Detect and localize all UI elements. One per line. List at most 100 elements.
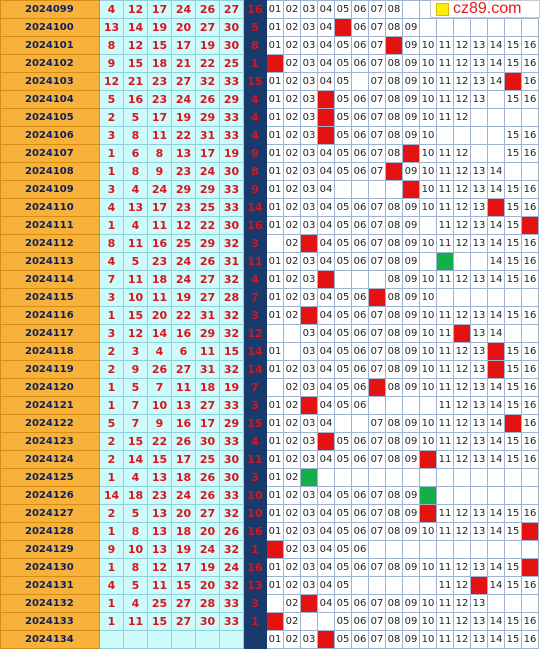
table-row: 2024128 1 8 13 18 20 26 16 01 02 03 04 05 06 07 08 09 10 1… — [0, 522, 539, 541]
empty-cell — [487, 90, 505, 109]
hit-cell — [317, 630, 335, 649]
red-ball-number: 33 — [219, 126, 244, 145]
red-ball-number: 23 — [147, 252, 172, 271]
red-ball-number: 33 — [219, 72, 244, 91]
red-ball-number: 29 — [195, 324, 220, 343]
trend-cell: 02 — [283, 252, 301, 271]
red-ball-number: 8 — [123, 162, 148, 181]
trend-cell: 16 — [521, 270, 539, 289]
trend-cell: 16 — [521, 90, 539, 109]
empty-cell — [470, 540, 488, 559]
red-ball-number: 1 — [99, 144, 124, 163]
trend-cell: 16 — [521, 378, 539, 397]
blue-ball-number: 1 — [243, 540, 267, 559]
trend-cell: 10 — [419, 144, 437, 163]
issue-number: 2024119 — [0, 360, 100, 379]
trend-cell: 03 — [300, 54, 318, 73]
empty-cell — [504, 324, 522, 343]
empty-cell — [487, 144, 505, 163]
empty-cell — [385, 576, 403, 595]
trend-cell: 06 — [351, 216, 369, 235]
trend-cell: 15 — [504, 576, 522, 595]
site-logo[interactable]: cz89.com — [430, 0, 540, 18]
trend-cell: 04 — [317, 594, 335, 613]
trend-cell: 11 — [436, 522, 454, 541]
trend-cell: 15 — [504, 180, 522, 199]
red-ball-number: 7 — [123, 414, 148, 433]
red-ball-number: 13 — [147, 468, 172, 487]
trend-cell: 05 — [334, 0, 352, 19]
trend-cell: 07 — [368, 342, 386, 361]
hit-cell — [487, 198, 505, 217]
trend-cell: 09 — [402, 162, 420, 181]
trend-cell: 14 — [487, 252, 505, 271]
trend-cell: 06 — [351, 306, 369, 325]
trend-cell: 15 — [504, 360, 522, 379]
trend-cell: 10 — [419, 180, 437, 199]
trend-cell: 11 — [436, 54, 454, 73]
red-ball-number: 10 — [147, 396, 172, 415]
empty-cell — [368, 468, 386, 487]
trend-cell: 01 — [266, 306, 284, 325]
red-ball-number: 3 — [99, 126, 124, 145]
issue-number: 2024120 — [0, 378, 100, 397]
empty-cell — [385, 180, 403, 199]
red-ball-number: 25 — [171, 234, 196, 253]
trend-cell: 12 — [453, 432, 471, 451]
trend-cell: 09 — [402, 360, 420, 379]
red-ball-number: 31 — [195, 360, 220, 379]
trend-cell: 08 — [385, 288, 403, 307]
trend-cell: 07 — [368, 360, 386, 379]
trend-cell: 06 — [351, 54, 369, 73]
trend-cell: 09 — [402, 414, 420, 433]
trend-cell: 03 — [300, 576, 318, 595]
trend-cell: 14 — [487, 396, 505, 415]
trend-cell: 14 — [487, 72, 505, 91]
trend-cell: 04 — [317, 378, 335, 397]
trend-cell: 03 — [300, 558, 318, 577]
hit-cell — [521, 558, 539, 577]
red-ball-number: 32 — [219, 504, 244, 523]
red-ball-number: 30 — [219, 450, 244, 469]
empty-cell — [436, 126, 454, 145]
red-ball-number — [99, 630, 124, 649]
empty-cell — [351, 72, 369, 91]
red-ball-number: 32 — [219, 576, 244, 595]
trend-cell: 02 — [283, 234, 301, 253]
hit-cell — [419, 504, 437, 523]
trend-cell: 05 — [334, 594, 352, 613]
trend-cell: 10 — [419, 198, 437, 217]
red-ball-number: 32 — [219, 234, 244, 253]
red-ball-number: 33 — [219, 486, 244, 505]
trend-cell: 09 — [402, 126, 420, 145]
red-ball-number: 15 — [123, 54, 148, 73]
hit-cell — [385, 36, 403, 55]
trend-cell: 05 — [334, 54, 352, 73]
red-ball-number: 27 — [171, 360, 196, 379]
trend-cell: 14 — [487, 216, 505, 235]
trend-cell: 03 — [300, 486, 318, 505]
trend-cell: 04 — [317, 450, 335, 469]
red-ball-number: 20 — [147, 306, 172, 325]
trend-cell: 09 — [402, 612, 420, 631]
trend-cell: 01 — [266, 504, 284, 523]
trend-cell: 08 — [385, 126, 403, 145]
blue-ball-number: 9 — [243, 180, 267, 199]
trend-cell: 11 — [436, 108, 454, 127]
table-row: 2024114 7 11 18 24 27 32 4 01 02 03 08 09 10 11 12 13 14 1… — [0, 270, 539, 289]
trend-cell: 15 — [504, 450, 522, 469]
trend-cell: 15 — [504, 558, 522, 577]
trend-cell: 08 — [385, 108, 403, 127]
empty-cell — [521, 540, 539, 559]
red-ball-number: 33 — [219, 432, 244, 451]
trend-cell: 09 — [402, 558, 420, 577]
trend-cell: 12 — [453, 450, 471, 469]
trend-cell: 02 — [283, 522, 301, 541]
hit-cell — [334, 18, 352, 37]
trend-cell: 13 — [470, 594, 488, 613]
trend-cell: 14 — [487, 162, 505, 181]
red-ball-number: 29 — [171, 180, 196, 199]
trend-cell: 02 — [283, 432, 301, 451]
trend-cell: 02 — [283, 360, 301, 379]
trend-cell: 09 — [402, 324, 420, 343]
